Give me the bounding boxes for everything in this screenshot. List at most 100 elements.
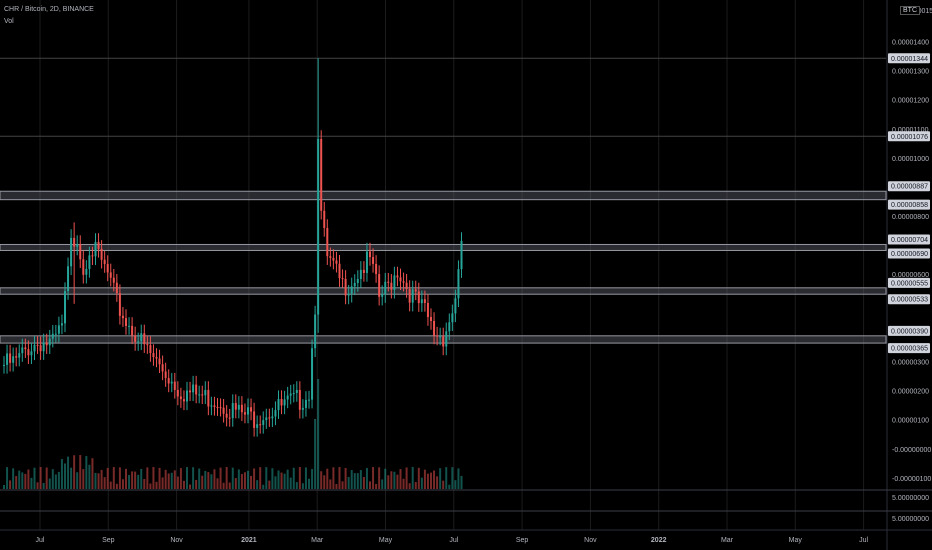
volume-bar-57 [176,476,179,489]
volume-bar-109 [335,484,338,489]
volume-bar-59 [182,480,185,489]
volume-bar-103 [317,379,320,489]
volume-bar-4 [15,476,18,489]
candle-body-2 [9,353,12,363]
candle-body-77 [237,404,240,410]
volume-bar-139 [426,473,429,489]
volume-tick-1: 5.00000000 [892,516,929,523]
candle-body-66 [204,389,207,396]
volume-bar-52 [161,477,164,489]
volume-bar-19 [60,459,63,489]
candle-body-99 [304,399,307,408]
volume-bar-24 [76,472,79,489]
volume-bar-63 [195,479,198,489]
time-tick-9: 2022 [651,537,667,544]
volume-bar-14 [45,467,48,489]
candle-body-13 [42,342,45,352]
candle-body-56 [173,381,176,390]
candle-body-87 [268,417,271,419]
candle-body-116 [356,278,359,283]
volume-bar-130 [399,469,402,489]
candle-body-85 [262,420,265,425]
volume-bar-7 [24,473,27,489]
price-level-7: 0.00000533 [891,297,928,304]
price-axis[interactable]: 0.000015000.000014000.000013000.00001200… [886,0,932,550]
candle-body-137 [420,299,423,304]
zone-1 [0,243,887,251]
volume-bar-41 [128,475,131,489]
candle-body-52 [161,364,164,372]
volume-bar-148 [454,480,457,489]
candlesticks[interactable] [3,58,463,437]
candle-body-25 [79,244,82,260]
candle-body-46 [143,333,146,345]
candle-body-114 [350,286,353,294]
price-tick-11: -0.00000100 [892,476,931,483]
volume-bar-21 [67,456,70,489]
candle-body-91 [280,399,283,406]
candle-body-141 [433,320,436,336]
zone-0 [0,190,887,201]
volume-bar-82 [253,468,256,489]
candle-body-62 [192,384,195,393]
candle-body-12 [39,345,42,352]
price-level-3: 0.00000858 [891,202,928,209]
currency-badge[interactable]: BTC [900,6,920,15]
volume-bar-1 [6,467,9,489]
volume-bar-132 [405,467,408,489]
candle-body-54 [167,378,170,384]
candle-body-29 [91,255,94,257]
volume-bar-74 [228,482,231,489]
time-tick-12: Jul [859,537,868,544]
volume-bar-33 [103,477,106,489]
time-axis[interactable]: Jul Sep Nov 2021 Mar May Jul Sep Nov 2022 Mar May Ju… [0,529,932,544]
candle-body-4 [15,356,18,358]
volume-bar-95 [292,467,295,489]
volume-bar-125 [384,468,387,489]
price-level-box-9 [888,343,930,354]
candle-body-24 [76,244,79,247]
candle-body-133 [408,288,411,303]
volume-bar-98 [301,483,304,489]
volume-bar-76 [234,478,237,489]
candle-body-16 [51,333,54,339]
time-tick-3: 2021 [241,537,257,544]
candle-body-122 [375,263,378,275]
candle-body-90 [277,399,280,411]
candle-body-83 [256,424,259,428]
candle-body-73 [225,413,228,418]
candle-body-71 [219,407,222,409]
candle-body-82 [253,411,256,428]
candle-body-5 [18,353,21,358]
candle-body-143 [439,336,442,338]
candle-body-21 [67,266,70,292]
candle-body-136 [417,291,420,304]
price-tick-3: 0.00001100 [892,127,929,134]
candle-body-88 [271,416,274,419]
candle-body-23 [73,237,76,247]
candle-body-31 [97,241,100,249]
zone-2 [0,287,887,295]
candle-body-121 [372,257,375,264]
candle-body-131 [402,281,405,283]
candle-body-53 [164,371,167,379]
candle-body-30 [94,241,97,257]
price-level-2: 0.00000887 [891,184,928,191]
volume-bar-129 [396,474,399,489]
volume-bars [3,379,463,489]
candle-body-115 [353,282,356,287]
candle-body-34 [106,264,109,273]
volume-bar-18 [57,471,60,489]
volume-bar-144 [442,480,445,489]
candle-body-128 [393,275,396,290]
volume-bar-65 [201,475,204,489]
candle-body-102 [314,314,317,349]
volume-bar-35 [109,481,112,489]
candle-body-111 [341,278,344,280]
volume-bar-89 [274,476,277,489]
candle-body-86 [265,417,268,421]
candle-body-132 [405,282,408,289]
candle-body-74 [228,417,231,419]
candle-body-19 [60,323,63,326]
